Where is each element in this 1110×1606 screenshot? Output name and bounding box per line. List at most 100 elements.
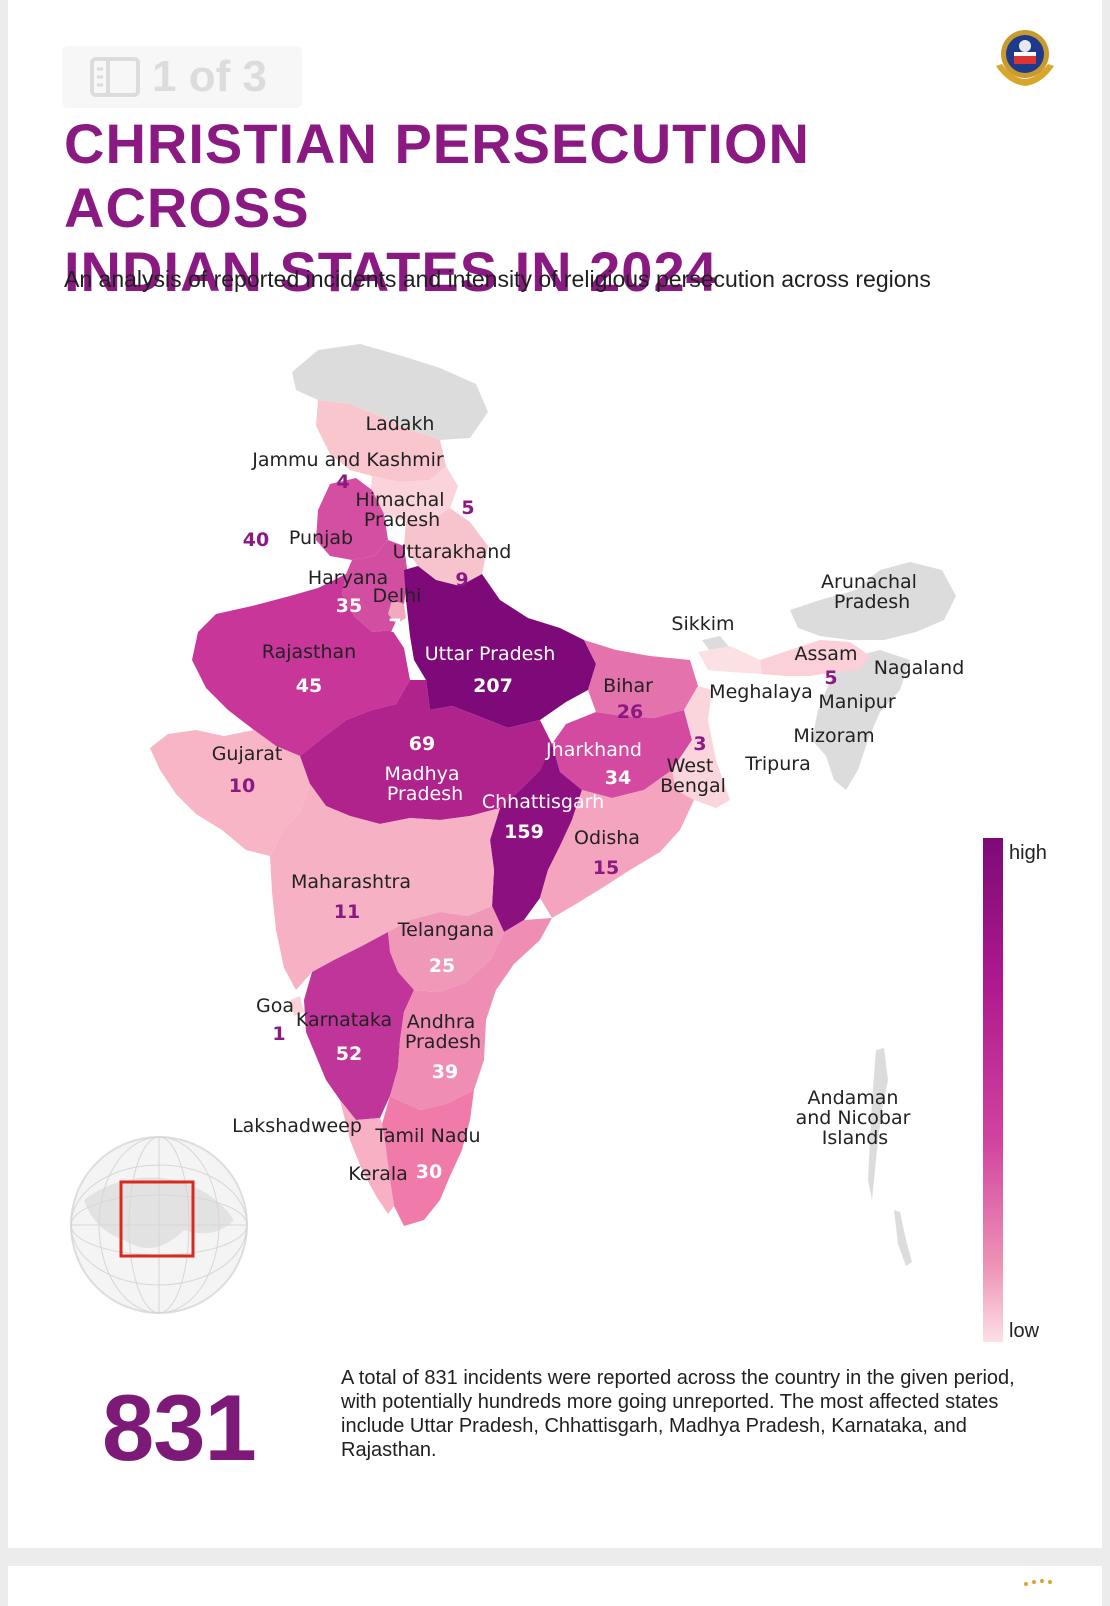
label-sikkim: Sikkim bbox=[671, 613, 734, 635]
region-jharkhand bbox=[552, 710, 692, 798]
region-karnataka bbox=[304, 932, 414, 1120]
label-uttarakhand: Uttarakhand bbox=[393, 541, 512, 563]
value-kerala: 30 bbox=[416, 1161, 442, 1183]
label-gujarat: Gujarat bbox=[212, 743, 283, 765]
subtitle: An analysis of reported incidents and in… bbox=[64, 266, 931, 292]
label-mizoram: Mizoram bbox=[793, 725, 874, 747]
region-west-bengal bbox=[672, 686, 730, 808]
gallery-icon bbox=[90, 57, 140, 97]
title-line-1: CHRISTIAN PERSECUTION ACROSS bbox=[64, 112, 810, 239]
region-rajasthan bbox=[192, 574, 410, 756]
label-assam: Assam bbox=[795, 643, 858, 665]
legend-low-label: low bbox=[1009, 1320, 1040, 1342]
label-telangana: Telangana bbox=[397, 919, 494, 941]
region-jammu-kashmir bbox=[316, 400, 446, 482]
label-jharkhand: Jharkhand bbox=[545, 739, 642, 761]
label-andaman-line2: and Nicobar bbox=[796, 1107, 911, 1129]
organization-seal-logo-small bbox=[1024, 1579, 1052, 1586]
region-maharashtra bbox=[270, 784, 500, 990]
region-uttarakhand bbox=[404, 508, 488, 586]
value-assam: 5 bbox=[824, 667, 837, 689]
value-jammu-kashmir: 4 bbox=[336, 471, 349, 493]
label-andhra-pradesh-line1: Andhra bbox=[407, 1011, 476, 1033]
label-himachal-pradesh-line2: Pradesh bbox=[364, 509, 440, 531]
label-west-bengal-line1: West bbox=[667, 755, 714, 777]
title-line-2: INDIAN STATES IN 2024 bbox=[64, 240, 718, 303]
label-andaman-line1: Andaman bbox=[808, 1087, 899, 1109]
label-maharashtra: Maharashtra bbox=[291, 871, 411, 893]
value-rajasthan: 45 bbox=[296, 675, 322, 697]
total-incidents-number: 831 bbox=[102, 1375, 257, 1480]
region-ladakh bbox=[292, 344, 488, 440]
page-indicator[interactable]: 1 of 3 bbox=[62, 46, 302, 108]
label-goa: Goa bbox=[256, 995, 294, 1017]
region-andhra-pradesh bbox=[390, 918, 552, 1110]
region-kerala bbox=[340, 1100, 394, 1214]
label-uttar-pradesh: Uttar Pradesh bbox=[425, 643, 556, 665]
value-himachal-pradesh: 5 bbox=[461, 497, 474, 519]
label-lakshadweep: Lakshadweep bbox=[232, 1115, 362, 1137]
value-chhattisgarh: 159 bbox=[504, 821, 544, 843]
value-bihar: 26 bbox=[617, 701, 643, 723]
label-punjab: Punjab bbox=[289, 527, 353, 549]
region-delhi bbox=[388, 600, 406, 624]
india-choropleth-map: Ladakh Jammu and Kashmir 4 Himachal Prad… bbox=[150, 344, 965, 1266]
value-andhra-pradesh: 39 bbox=[432, 1061, 458, 1083]
region-odisha bbox=[540, 770, 694, 918]
locator-globe bbox=[70, 1136, 248, 1314]
label-tripura: Tripura bbox=[744, 753, 810, 775]
value-goa: 1 bbox=[272, 1023, 285, 1045]
label-madhya-pradesh-line1: Madhya bbox=[384, 763, 459, 785]
label-bihar: Bihar bbox=[603, 675, 653, 697]
region-andaman-islands bbox=[868, 1048, 888, 1200]
region-goa bbox=[290, 996, 304, 1016]
legend-high-label: high bbox=[1009, 842, 1047, 864]
region-telangana bbox=[388, 906, 504, 992]
label-arunachal-pradesh-line1: Arunachal bbox=[821, 571, 917, 593]
label-odisha: Odisha bbox=[574, 827, 640, 849]
label-madhya-pradesh-line2: Pradesh bbox=[387, 783, 463, 805]
value-maharashtra: 11 bbox=[334, 901, 360, 923]
label-west-bengal-line2: Bengal bbox=[660, 775, 726, 797]
label-arunachal-pradesh-line2: Pradesh bbox=[834, 591, 910, 613]
legend-gradient-bar bbox=[983, 838, 1003, 1342]
page-title: CHRISTIAN PERSECUTION ACROSS INDIAN STAT… bbox=[64, 112, 1064, 304]
region-northeast-strip bbox=[698, 646, 762, 674]
value-madhya-pradesh: 69 bbox=[409, 733, 435, 755]
value-uttarakhand: 9 bbox=[455, 569, 468, 591]
label-nagaland: Nagaland bbox=[874, 657, 965, 679]
label-tamil-nadu: Tamil Nadu bbox=[374, 1125, 480, 1147]
value-punjab: 40 bbox=[243, 529, 269, 551]
label-andhra-pradesh-line2: Pradesh bbox=[405, 1031, 481, 1053]
value-uttar-pradesh: 207 bbox=[473, 675, 513, 697]
label-haryana: Haryana bbox=[308, 567, 388, 589]
value-haryana: 35 bbox=[336, 595, 362, 617]
value-telangana: 25 bbox=[429, 955, 455, 977]
value-west-bengal: 3 bbox=[693, 733, 706, 755]
value-delhi: 7 bbox=[388, 615, 401, 637]
next-card bbox=[8, 1566, 1102, 1606]
region-himachal-pradesh bbox=[370, 466, 458, 522]
region-arunachal-pradesh bbox=[790, 562, 956, 640]
region-assam bbox=[760, 640, 870, 676]
label-andaman-line3: Islands bbox=[822, 1127, 888, 1149]
label-kerala: Kerala bbox=[348, 1163, 408, 1185]
label-rajasthan: Rajasthan bbox=[262, 641, 356, 663]
label-karnataka: Karnataka bbox=[296, 1009, 392, 1031]
value-gujarat: 10 bbox=[229, 775, 255, 797]
region-nicobar-islands bbox=[894, 1210, 912, 1266]
label-ladakh: Ladakh bbox=[366, 413, 435, 435]
label-manipur: Manipur bbox=[818, 691, 895, 713]
region-madhya-pradesh bbox=[300, 680, 552, 824]
organization-seal-logo bbox=[996, 30, 1054, 86]
label-meghalaya: Meghalaya bbox=[709, 681, 813, 703]
region-chhattisgarh bbox=[490, 744, 582, 932]
value-odisha: 15 bbox=[593, 857, 619, 879]
value-jharkhand: 34 bbox=[605, 767, 631, 789]
region-northeast-states bbox=[812, 650, 910, 790]
region-tamil-nadu bbox=[382, 1090, 474, 1226]
value-karnataka: 52 bbox=[336, 1043, 362, 1065]
label-chhattisgarh: Chhattisgarh bbox=[482, 791, 604, 813]
region-bihar bbox=[584, 640, 698, 718]
region-uttar-pradesh bbox=[404, 566, 596, 728]
